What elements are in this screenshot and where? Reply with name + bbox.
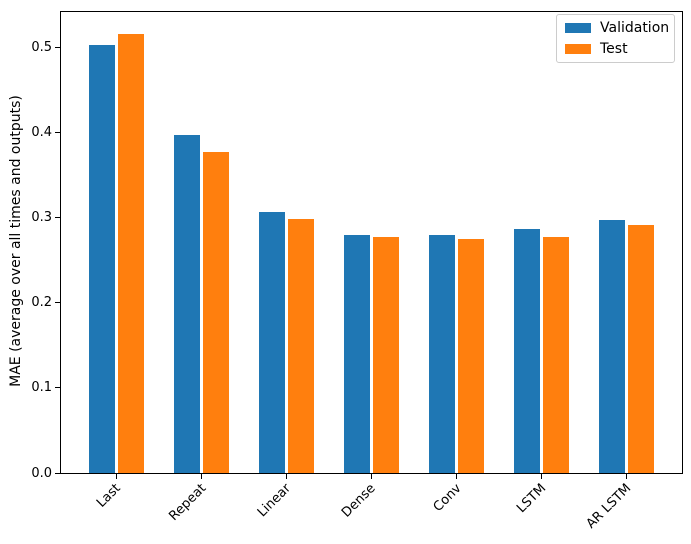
bar-validation-conv <box>429 234 455 473</box>
legend-label-test: Test <box>600 41 628 58</box>
x-tick-mark <box>115 474 117 479</box>
x-tick-label-lstm: LSTM <box>514 481 550 517</box>
y-tick-label: 0.1 <box>31 380 52 396</box>
bar-validation-lstm <box>514 228 540 473</box>
legend-item-validation: Validation <box>565 19 670 37</box>
y-tick-mark <box>55 387 60 389</box>
y-tick-mark <box>55 132 60 134</box>
y-tick-label: 0.4 <box>31 125 52 141</box>
x-tick-mark <box>200 474 202 479</box>
x-tick-label-ar-lstm: AR LSTM <box>583 481 635 532</box>
x-tick-label-repeat: Repeat <box>166 481 210 524</box>
y-axis-label: MAE (average over all times and outputs) <box>8 95 24 387</box>
x-tick-mark <box>541 474 543 479</box>
plot-area: 0.0 0.1 0.2 0.3 0.4 0.5 Last Repeat Linear Dense C… <box>31 11 683 532</box>
bar-test-repeat <box>203 151 229 473</box>
y-tick-mark <box>55 302 60 304</box>
x-tick-mark <box>371 474 372 479</box>
bar-validation-repeat <box>174 135 200 473</box>
y-tick-mark <box>55 472 60 474</box>
bar-test-ar-lstm <box>628 224 654 473</box>
x-tick-mark <box>456 474 458 479</box>
legend-label-validation: Validation <box>600 19 670 36</box>
test-color-swatch <box>565 44 591 55</box>
bar-test-dense <box>373 237 399 473</box>
y-tick-label: 0.3 <box>31 210 52 226</box>
x-tick-label-conv: Conv <box>430 481 465 515</box>
validation-color-swatch <box>565 22 591 33</box>
legend-item-test: Test <box>565 41 666 59</box>
bar-test-lstm <box>543 237 569 473</box>
x-tick-label-last: Last <box>94 481 125 511</box>
bar-validation-last <box>89 45 115 473</box>
y-tick-label: 0.2 <box>31 295 52 311</box>
y-tick-label: 0.0 <box>31 465 52 481</box>
x-tick-label-dense: Dense <box>339 481 380 521</box>
bar-validation-dense <box>344 234 370 473</box>
x-tick-mark <box>626 474 628 479</box>
bar-test-conv <box>458 239 484 473</box>
x-tick-mark <box>285 474 287 479</box>
bar-test-last <box>118 34 144 473</box>
bar-test-linear <box>288 218 314 473</box>
legend: Validation Test <box>556 14 675 63</box>
x-tick-label-linear: Linear <box>254 481 295 521</box>
y-tick-label: 0.5 <box>31 40 52 56</box>
y-tick-mark <box>55 47 60 49</box>
y-tick-mark <box>55 217 60 219</box>
bar-validation-ar-lstm <box>599 219 625 473</box>
bar-validation-linear <box>259 211 285 473</box>
